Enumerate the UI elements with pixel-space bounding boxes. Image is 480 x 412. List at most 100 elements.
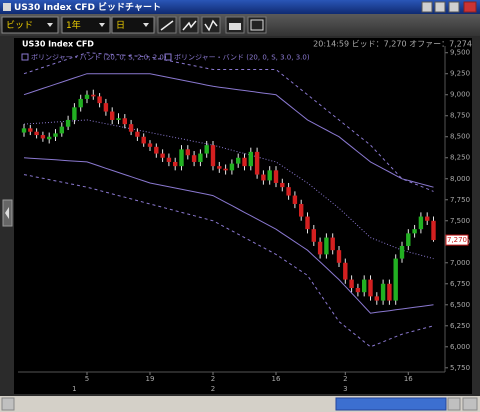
candle-body [173, 161, 178, 167]
candle-body [135, 131, 140, 137]
legend-swatch [164, 53, 172, 61]
scroll-left-button[interactable] [1, 397, 15, 411]
maximize-button[interactable] [434, 1, 446, 13]
band-lower [23, 157, 434, 314]
candle-body [368, 279, 373, 297]
candle-body [34, 131, 39, 136]
candle-body [166, 157, 172, 162]
candle-body [72, 107, 77, 120]
icon [250, 19, 264, 31]
candle-body [324, 237, 329, 255]
candle-body [311, 229, 316, 242]
candle-body [399, 245, 405, 259]
candle-body [185, 149, 190, 156]
candle-body [84, 94, 90, 99]
x-tick-label: 5 [85, 375, 89, 383]
band-lower [23, 174, 434, 348]
candle-body [425, 216, 430, 221]
candle-body [374, 296, 379, 301]
period-dropdown[interactable] [61, 16, 111, 34]
period-label: 1年 [66, 19, 81, 31]
candle-body [59, 126, 64, 134]
price-type-dropdown[interactable] [1, 16, 59, 34]
dropdown-arrow [99, 23, 105, 27]
candle-body [273, 170, 279, 183]
y-tick-label: 7,750 [450, 196, 470, 204]
candle-body [299, 203, 304, 217]
icon [160, 20, 174, 31]
candle-body [47, 136, 52, 140]
y-tick-label: 6,250 [450, 322, 470, 330]
last-price-box [445, 234, 469, 246]
candle-body [267, 170, 272, 181]
candle-body [280, 182, 285, 188]
icon [182, 20, 197, 31]
candle-body [122, 118, 127, 125]
candle-body [406, 233, 411, 246]
candle-body [103, 103, 109, 112]
scroll-right-button[interactable] [447, 397, 461, 411]
y-tick-label: 8,000 [450, 175, 470, 183]
last-price-label: 7,270 [447, 236, 467, 244]
band-middle [23, 119, 434, 260]
candle-body [418, 216, 424, 230]
x-month-label: 3 [343, 385, 347, 393]
y-tick-label: 6,000 [450, 343, 470, 351]
title-bar [0, 0, 480, 14]
candle-body [179, 149, 184, 167]
candle-body [431, 220, 436, 241]
x-tick-label: 19 [146, 375, 155, 383]
band-upper [23, 73, 434, 188]
close-button[interactable] [463, 1, 477, 13]
candle-body [40, 135, 46, 139]
y-tick-label: 7,500 [450, 217, 470, 225]
y-tick-label: 8,500 [450, 133, 470, 141]
minimize-button[interactable] [421, 1, 433, 13]
candle-body [204, 145, 209, 154]
x-tick-label: 16 [272, 375, 281, 383]
candle-body [128, 124, 134, 132]
candle-body [248, 151, 253, 167]
candle-body [343, 262, 348, 280]
dropdown-arrow [143, 23, 149, 27]
interval-label: 日 [116, 20, 125, 31]
candle-body [336, 250, 342, 263]
candle-body [141, 136, 146, 144]
candle-body [78, 98, 83, 108]
candle-body [28, 128, 33, 132]
candle-body [242, 157, 247, 167]
settings-button[interactable] [448, 1, 460, 13]
candle-body [286, 187, 291, 196]
y-tick-label: 6,750 [450, 280, 470, 288]
candle-body [21, 128, 27, 133]
draw-tool-button[interactable] [179, 16, 199, 34]
legend-swatch [21, 53, 29, 61]
zoom-button[interactable] [462, 397, 478, 411]
export-button[interactable] [247, 16, 267, 34]
candle-body [393, 258, 398, 301]
y-tick-label: 7,000 [450, 259, 470, 267]
window-title: US30 Index CFD ビッドチャート [14, 1, 161, 13]
x-tick-label: 16 [404, 375, 413, 383]
x-tick-label: 2 [211, 375, 215, 383]
candle-body [210, 145, 216, 167]
candle-body [305, 216, 310, 230]
icon [229, 23, 241, 30]
candle-body [191, 155, 197, 162]
candle-body [198, 153, 203, 162]
scroll-thumb[interactable] [335, 397, 447, 411]
interval-dropdown[interactable] [111, 16, 155, 34]
candle-body [254, 151, 260, 175]
y-tick-label: 6,500 [450, 301, 470, 309]
candle-body [223, 168, 228, 171]
candle-body [261, 174, 266, 181]
candle-body [380, 283, 386, 301]
chart-quote: 20:14:59 ビッド：7,270 オファー：7,274 [313, 40, 472, 49]
y-tick-label: 9,000 [450, 91, 470, 99]
chart-area [14, 38, 472, 394]
chart-symbol: US30 Index CFD [22, 40, 94, 49]
x-tick-label: 2 [343, 375, 347, 383]
legend-label: ボリンジャー・バンド (20, 0, S, 3.0, 3.0) [174, 54, 310, 62]
dropdown-arrow [47, 23, 53, 27]
